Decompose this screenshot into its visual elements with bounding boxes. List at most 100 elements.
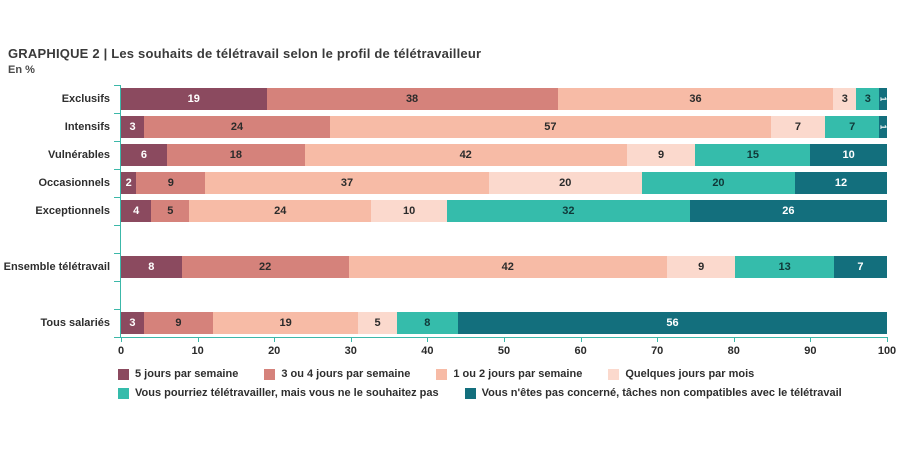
- bar-segment-value: 22: [258, 261, 272, 273]
- bar-segment-value: 15: [746, 149, 760, 161]
- bar-row: 2 9 37 20 20 12: [121, 172, 887, 194]
- bar-segment: 20: [488, 172, 642, 194]
- bar-segment-value: 9: [657, 149, 665, 161]
- x-axis-tick-label: 70: [651, 345, 664, 357]
- legend-item: 3 ou 4 jours par semaine: [264, 368, 410, 380]
- bar-segment-value: 5: [167, 205, 174, 217]
- bar-segment-value: 10: [842, 149, 855, 161]
- bar-segment: 38: [266, 88, 558, 110]
- chart-title: GRAPHIQUE 2 | Les souhaits de télétravai…: [8, 46, 482, 61]
- category-label: Intensifs: [64, 121, 110, 133]
- bar-segment-value: 19: [279, 317, 292, 329]
- bar-segment: 8: [396, 312, 458, 334]
- bar-segment: 19: [212, 312, 359, 334]
- legend-row-1: 5 jours par semaine 3 ou 4 jours par sema…: [118, 368, 888, 380]
- x-axis-tick-label: 60: [574, 345, 587, 357]
- bar-segment-value: 3: [129, 317, 136, 329]
- bar-segment: 3: [833, 88, 857, 110]
- bar-segment: 1: [878, 88, 888, 110]
- bar-segment-value: 8: [148, 261, 155, 273]
- bar-segment: 42: [348, 256, 668, 278]
- bar-segment-value: 9: [175, 317, 182, 329]
- bar-row: 3 9 19 5 8 56: [121, 312, 887, 334]
- bar-row: 19 38 36 3 3 1: [121, 88, 888, 110]
- x-axis-tick: [504, 337, 505, 342]
- category-label: Vulnérables: [48, 149, 110, 161]
- plot-area: 0 10 20 30 40 50 60 70 80 90 100 19 38 36 3 3 1 3 24 57 7 7 1 6…: [114, 85, 896, 357]
- x-axis-tick-label: 0: [117, 345, 125, 357]
- x-axis-tick: [121, 337, 122, 342]
- bar-segment-value: 10: [403, 205, 416, 217]
- category-label: Exclusifs: [61, 93, 110, 105]
- bar-segment-value: 8: [424, 317, 431, 329]
- bar-segment: 13: [735, 256, 834, 278]
- y-axis-tick: [114, 197, 120, 198]
- bar-segment-value: 1: [878, 96, 888, 102]
- legend-swatch: [608, 368, 620, 380]
- x-axis-tick-label: 90: [804, 345, 817, 357]
- bar-segment-value: 13: [778, 261, 791, 273]
- legend: 5 jours par semaine 3 ou 4 jours par sema…: [118, 368, 888, 406]
- bar-row: 8 22 42 9 13 7: [121, 256, 887, 278]
- x-axis-tick: [657, 337, 659, 342]
- bar-segment-value: 20: [712, 177, 725, 189]
- bar-segment-value: 24: [274, 205, 287, 217]
- legend-label: 5 jours par semaine: [135, 368, 239, 380]
- bar-segment-value: 7: [794, 121, 802, 133]
- bar-segment: 3: [856, 88, 880, 110]
- x-axis-tick-label: 40: [421, 345, 434, 357]
- legend-swatch: [118, 387, 129, 399]
- bar-segment: 7: [825, 116, 880, 138]
- bar-segment: 22: [181, 256, 349, 278]
- bar-row: 6 18 42 9 15 10: [121, 144, 887, 166]
- bar-segment-value: 32: [562, 205, 575, 217]
- bar-segment-value: 7: [857, 261, 864, 273]
- bar-segment-value: 19: [187, 93, 200, 105]
- bar-segment-value: 36: [689, 93, 702, 105]
- x-axis-tick: [427, 337, 429, 342]
- bar-segment: 37: [205, 172, 489, 194]
- bar-segment-value: 56: [666, 317, 679, 329]
- y-axis-tick: [114, 113, 120, 114]
- bar-segment-value: 4: [133, 205, 140, 217]
- bar-segment-value: 42: [501, 261, 514, 273]
- bar-segment: 24: [144, 116, 330, 138]
- bar-segment: 20: [641, 172, 796, 194]
- category-label: Occasionnels: [38, 177, 110, 189]
- y-axis-tick: [114, 309, 120, 310]
- bar-segment-value: 38: [405, 93, 419, 105]
- bar-segment: 32: [447, 200, 690, 222]
- legend-item: Quelques jours par mois: [608, 368, 754, 380]
- y-axis-tick: [114, 85, 120, 86]
- legend-item: Vous n'êtes pas concerné, tâches non com…: [464, 387, 842, 399]
- bar-segment: 4: [121, 200, 152, 222]
- category-label: Exceptionnels: [35, 205, 110, 217]
- bar-segment: 36: [557, 88, 834, 110]
- bar-segment-value: 6: [140, 149, 148, 161]
- bar-segment: 2: [121, 172, 137, 194]
- bar-row: 4 5 24 10 32 26: [121, 200, 887, 222]
- x-axis-tick-label: 20: [268, 345, 281, 357]
- bar-segment: 57: [329, 116, 771, 138]
- bar-segment: 5: [151, 200, 190, 222]
- bar-segment: 19: [121, 88, 267, 110]
- legend-item: 1 ou 2 jours par semaine: [436, 368, 582, 380]
- bar-segment: 6: [121, 144, 167, 166]
- bar-row: 3 24 57 7 7 1: [121, 116, 888, 138]
- bar-segment-value: 26: [782, 205, 795, 217]
- bar-segment-value: 37: [340, 177, 354, 189]
- y-axis-tick: [114, 337, 120, 338]
- x-axis-tick: [197, 337, 199, 342]
- bar-segment: 56: [458, 312, 887, 334]
- legend-label: Vous pourriez télétravailler, mais vous …: [135, 387, 439, 399]
- bar-segment: 9: [626, 144, 696, 166]
- legend-label: 3 ou 4 jours par semaine: [281, 368, 411, 380]
- bar-segment-value: 1: [878, 124, 888, 130]
- legend-swatch: [264, 368, 276, 380]
- category-label: Ensemble télétravail: [3, 261, 110, 273]
- bar-segment: 10: [371, 200, 448, 222]
- bar-segment: 7: [833, 256, 887, 278]
- bar-segment-value: 24: [230, 121, 244, 133]
- bar-segment-value: 9: [167, 177, 174, 189]
- bar-segment-value: 12: [834, 177, 848, 189]
